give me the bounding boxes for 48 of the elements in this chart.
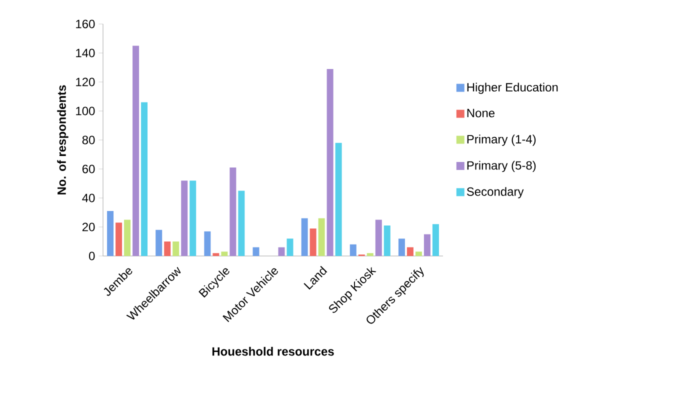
bar xyxy=(238,190,245,256)
y-axis-title: No. of respondents xyxy=(57,85,68,194)
bar xyxy=(164,241,171,256)
legend-label: Secondary xyxy=(466,187,524,198)
bar xyxy=(301,218,308,256)
bar xyxy=(366,253,374,256)
bar xyxy=(406,247,414,256)
bar xyxy=(141,102,148,256)
bar xyxy=(398,238,405,256)
y-tick-label: 20 xyxy=(82,222,95,232)
bar xyxy=(132,46,140,256)
bar xyxy=(318,218,325,256)
y-tick-label: 60 xyxy=(82,164,95,174)
y-tick-label: 160 xyxy=(76,20,95,28)
bar xyxy=(326,68,334,256)
bar xyxy=(172,241,180,256)
y-tick-label: 140 xyxy=(76,48,95,58)
bar xyxy=(424,234,430,256)
bar xyxy=(335,142,342,256)
x-axis-title: Houeshold resources xyxy=(212,346,334,356)
y-tick-label: 40 xyxy=(82,194,95,202)
bar xyxy=(230,168,236,256)
bar xyxy=(181,180,188,256)
legend-label: None xyxy=(467,108,495,118)
bar xyxy=(190,180,196,256)
bar xyxy=(415,252,422,256)
legend-label: Primary (1-4) xyxy=(467,134,536,146)
bar xyxy=(221,252,228,256)
y-tick-label: 120 xyxy=(76,78,95,86)
y-tick-label: 100 xyxy=(76,106,95,116)
bar xyxy=(310,228,316,256)
legend-label: Primary (5-8) xyxy=(467,160,536,172)
bar xyxy=(375,220,382,256)
bar xyxy=(156,230,162,256)
bar xyxy=(278,247,285,256)
bar xyxy=(286,238,294,256)
bar xyxy=(204,231,211,256)
bar xyxy=(107,211,114,256)
bar xyxy=(116,222,122,256)
bar xyxy=(212,253,220,256)
bar xyxy=(384,226,390,256)
bar xyxy=(350,244,356,256)
bar xyxy=(432,224,439,256)
y-tick-label: 0 xyxy=(89,252,95,260)
legend-label: Higher Education xyxy=(467,82,558,94)
bar xyxy=(252,247,260,256)
bar xyxy=(124,220,131,256)
y-tick-label: 80 xyxy=(82,136,95,144)
